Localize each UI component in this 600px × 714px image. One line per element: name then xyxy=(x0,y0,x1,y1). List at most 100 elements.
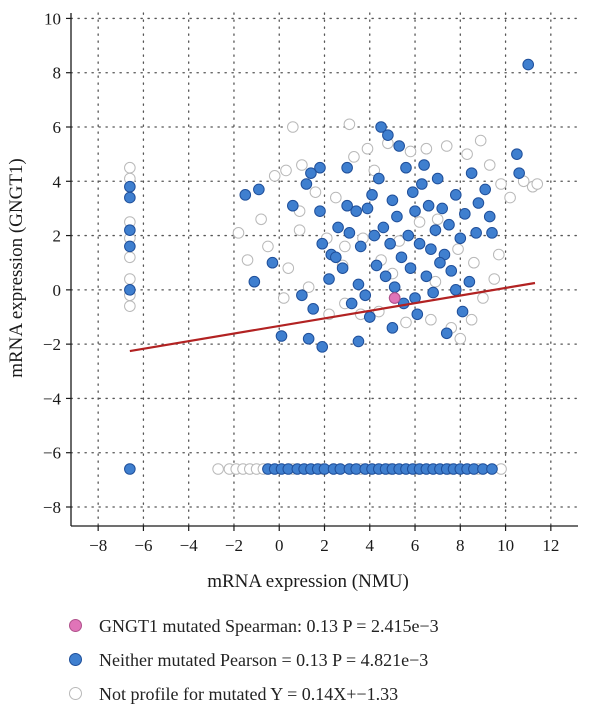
y-tick-label: −4 xyxy=(43,389,62,408)
x-tick-label: −4 xyxy=(180,536,199,555)
data-point xyxy=(531,178,544,190)
x-tick-label: −6 xyxy=(134,536,152,555)
data-point xyxy=(300,178,313,190)
data-point xyxy=(454,332,467,345)
data-point xyxy=(449,284,462,296)
y-tick-label: −6 xyxy=(43,444,61,463)
data-point xyxy=(366,189,378,201)
y-tick-label: 8 xyxy=(53,64,62,83)
data-point xyxy=(341,199,353,212)
x-tick-label: 10 xyxy=(497,536,514,555)
data-point xyxy=(302,332,315,345)
data-point xyxy=(418,159,430,171)
data-point xyxy=(124,463,136,475)
data-point xyxy=(293,224,306,236)
data-point xyxy=(413,237,426,250)
data-point xyxy=(359,289,372,302)
data-point xyxy=(268,170,281,182)
data-point xyxy=(354,240,367,253)
data-point xyxy=(316,341,329,353)
data-point xyxy=(330,251,342,264)
data-point xyxy=(470,227,482,239)
data-point xyxy=(492,248,505,261)
data-point xyxy=(477,292,489,304)
data-point xyxy=(434,256,446,269)
data-point xyxy=(248,275,261,288)
data-point xyxy=(287,199,299,212)
x-tick-label: 12 xyxy=(542,536,559,555)
data-point xyxy=(124,224,136,236)
data-point xyxy=(456,305,469,318)
x-tick-label: 8 xyxy=(456,536,465,555)
data-point xyxy=(465,313,478,326)
x-tick-label: −8 xyxy=(89,536,107,555)
x-tick-label: 0 xyxy=(275,536,284,555)
data-point xyxy=(440,140,453,152)
data-point xyxy=(459,208,471,220)
y-tick-label: 6 xyxy=(53,118,62,137)
legend-label: GNGT1 mutated Spearman: 0.13 P = 2.415e−… xyxy=(99,616,439,636)
legend-label: Neither mutated Pearson = 0.13 P = 4.821… xyxy=(99,650,429,670)
data-point xyxy=(483,159,496,171)
data-point xyxy=(388,281,401,293)
data-point xyxy=(395,251,408,264)
data-point xyxy=(296,289,308,302)
data-point xyxy=(332,221,344,234)
data-point xyxy=(465,167,478,179)
data-point xyxy=(361,142,374,155)
data-point xyxy=(377,221,390,234)
y-tick-label: 10 xyxy=(44,9,61,28)
data-point xyxy=(352,335,365,348)
data-point xyxy=(212,463,224,475)
data-point xyxy=(350,205,362,217)
data-point xyxy=(420,270,433,283)
data-point xyxy=(343,118,356,131)
data-point xyxy=(429,275,442,288)
data-point xyxy=(275,330,288,342)
data-point xyxy=(400,316,412,329)
data-point xyxy=(388,292,401,304)
data-point xyxy=(323,273,335,285)
data-point xyxy=(445,265,458,277)
data-point xyxy=(443,218,455,231)
data-point xyxy=(124,191,136,204)
data-point xyxy=(504,191,516,204)
data-point xyxy=(282,262,295,274)
data-point xyxy=(422,199,435,212)
data-point xyxy=(352,278,365,291)
data-point xyxy=(429,224,442,236)
data-point xyxy=(425,313,437,326)
data-point xyxy=(314,161,326,174)
data-point xyxy=(513,167,525,179)
data-point xyxy=(486,227,498,239)
y-tick-label: 0 xyxy=(53,281,62,300)
data-point xyxy=(391,210,403,223)
data-point xyxy=(379,270,392,283)
data-point xyxy=(436,202,448,215)
data-point xyxy=(307,303,319,315)
data-point xyxy=(345,297,358,310)
data-point xyxy=(386,322,399,334)
data-point xyxy=(232,227,245,239)
data-point xyxy=(402,229,415,242)
data-point xyxy=(239,189,252,201)
data-point xyxy=(375,121,387,133)
data-point xyxy=(348,151,360,163)
legend-marker-hollow-icon xyxy=(69,687,82,700)
x-tick-label: 4 xyxy=(366,536,375,555)
data-point xyxy=(488,273,501,285)
x-tick-label: 6 xyxy=(411,536,420,555)
data-point xyxy=(373,172,385,185)
data-point xyxy=(384,237,396,250)
data-point xyxy=(280,164,292,177)
y-tick-label: −2 xyxy=(43,335,61,354)
legend-marker-pink-icon xyxy=(69,619,82,632)
data-point xyxy=(296,159,308,171)
data-point xyxy=(124,284,136,296)
data-point xyxy=(411,308,424,321)
data-point xyxy=(361,202,374,215)
data-point xyxy=(404,262,417,274)
data-point xyxy=(339,240,351,253)
data-point xyxy=(511,148,523,160)
data-point xyxy=(431,172,444,185)
